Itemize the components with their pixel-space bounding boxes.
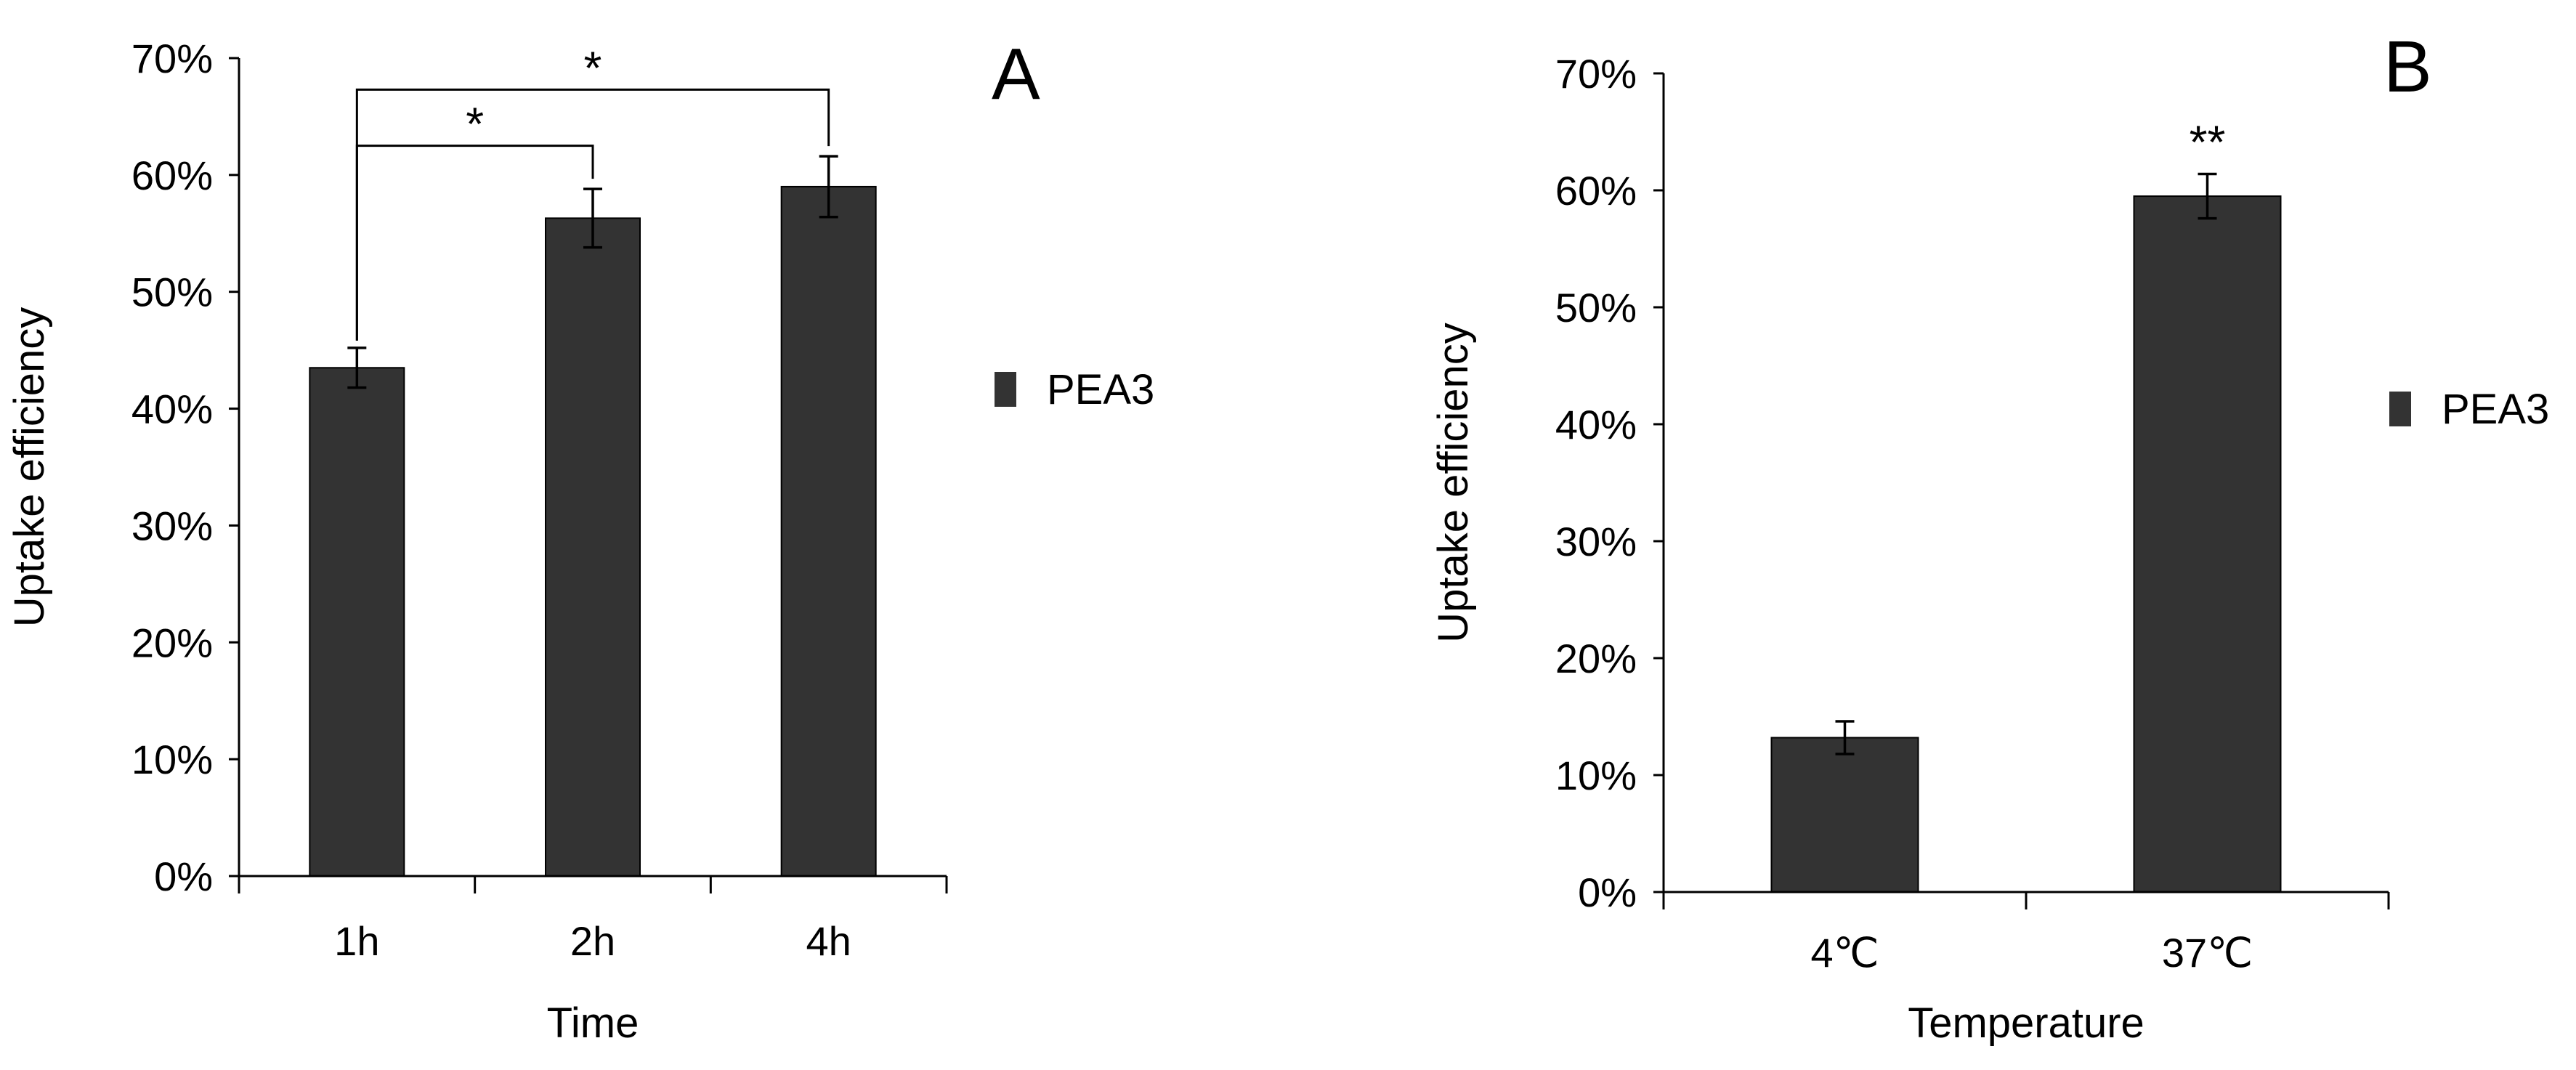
y-tick-label: 60% [1555,168,1637,214]
y-axis-title: Uptake efficiency [1430,323,1477,643]
y-tick-label: 60% [131,153,213,198]
y-tick-label: 0% [1578,870,1637,915]
chart-panel-b: 0% 10% 20% 30% 40% 50% 60% 70% 4℃ 37℃ Temperature U… [1430,26,2549,1047]
bar-37℃ [2133,195,2282,893]
bar-4h [780,185,877,877]
y-tick-label: 0% [154,854,213,899]
significance-marker: * [584,41,602,94]
significance-marker: * [466,98,484,150]
x-axis-title: Temperature [1908,1000,2144,1047]
y-tick-label: 40% [131,386,213,432]
y-tick-label: 70% [1555,51,1637,97]
significance-marker: ** [2190,115,2226,168]
chart-panel-a: 0% 10% 20% 30% 40% 50% 60% 70% 1h 2h 4h Time Uptake … [6,33,1154,1047]
y-tick-label: 30% [131,503,213,548]
y-tick-label: 30% [1555,519,1637,564]
x-tick-label: 4h [806,918,851,964]
x-axis-title: Time [547,1000,639,1047]
y-tick-label: 50% [131,269,213,315]
bar-4℃ [1770,737,1919,893]
y-tick-label: 40% [1555,402,1637,447]
bar-2h [545,217,641,878]
y-tick-label: 50% [1555,285,1637,331]
legend-swatch [995,372,1016,407]
panel-label-b: B [2383,26,2432,108]
significance-bracket [355,88,830,341]
legend-label: PEA3 [2442,386,2549,433]
legend-swatch [2389,392,2411,426]
y-axis-title: Uptake efficiency [6,307,53,628]
x-tick-label: 37℃ [2162,930,2253,976]
y-tick-label: 10% [1555,753,1637,798]
y-tick-label: 10% [131,737,213,782]
y-tick-label: 20% [131,620,213,665]
legend-label: PEA3 [1047,366,1154,413]
x-tick-label: 4℃ [1810,930,1879,976]
y-tick-label: 20% [1555,636,1637,681]
x-tick-label: 1h [334,918,379,964]
y-tick-label: 70% [131,36,213,81]
panel-label-a: A [992,33,1040,115]
x-tick-label: 2h [570,918,615,964]
bar-1h [309,367,405,877]
